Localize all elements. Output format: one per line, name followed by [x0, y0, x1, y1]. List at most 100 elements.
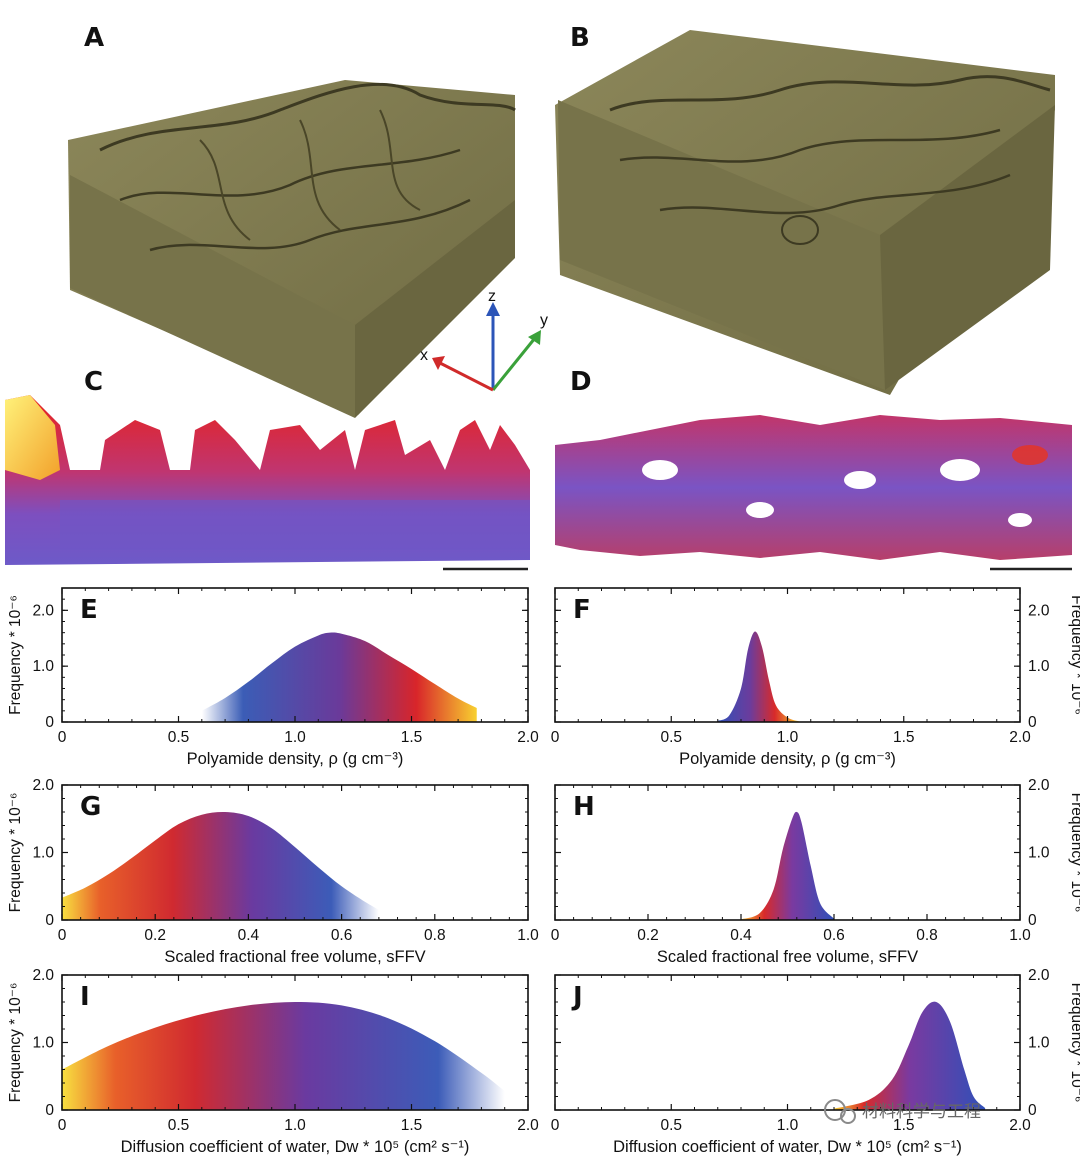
surface-pore	[781, 215, 819, 245]
panel-label-e: E	[80, 595, 98, 625]
block-b-left-face	[558, 100, 885, 390]
y-axis-title: Frequency * 10⁻⁶	[1068, 793, 1080, 913]
y-tick-label: 1.0	[1028, 1035, 1050, 1052]
heatmap-d-void	[1008, 513, 1032, 527]
x-tick-label: 1.5	[401, 1117, 423, 1134]
panel-label-b: B	[570, 23, 590, 53]
y-axis-arrow	[491, 337, 537, 391]
heatmap-c-hotspot	[5, 395, 60, 480]
x-tick-label: 0.5	[168, 729, 190, 746]
y-axis-label: y	[540, 312, 548, 329]
surface-ridge	[619, 128, 1001, 163]
axes-triad: z y x	[420, 288, 548, 392]
x-axis-arrow	[439, 361, 494, 392]
distribution-area-e	[201, 632, 477, 722]
x-tick-label: 1.0	[284, 1117, 306, 1134]
x-tick-label: 1.0	[777, 1117, 799, 1134]
x-tick-label: 0.5	[660, 1117, 682, 1134]
x-tick-label: 0.2	[144, 927, 166, 944]
y-tick-label: 0	[1028, 714, 1037, 731]
panel-label-i: I	[80, 982, 90, 1012]
panel-label-a: A	[84, 23, 104, 53]
x-tick-label: 0.8	[916, 927, 938, 944]
panel-label-c: C	[84, 367, 103, 397]
y-tick-label: 1.0	[1028, 845, 1050, 862]
x-axis-title: Scaled fractional free volume, sFFV	[164, 948, 425, 966]
z-axis-label: z	[488, 288, 496, 305]
x-axis-title: Diffusion coefficient of water, Dw * 10⁵…	[613, 1138, 962, 1156]
panel-label-j: J	[571, 982, 583, 1012]
y-tick-label: 2.0	[32, 967, 54, 984]
surface-ridge	[119, 148, 461, 202]
x-tick-label: 2.0	[517, 729, 539, 746]
block-a-left-face	[70, 175, 355, 418]
x-tick-label: 0	[551, 1117, 560, 1134]
x-tick-label: 1.5	[893, 729, 915, 746]
panel-label-h: H	[573, 792, 595, 822]
surface-ridge	[149, 198, 471, 252]
x-axis-title: Polyamide density, ρ (g cm⁻³)	[187, 750, 404, 768]
y-tick-label: 0	[1028, 1102, 1037, 1119]
panel-label-d: D	[570, 367, 592, 397]
y-tick-label: 2.0	[1028, 602, 1050, 619]
x-tick-label: 1.0	[777, 729, 799, 746]
y-axis-title: Frequency * 10⁻⁶	[1068, 595, 1080, 715]
y-axis-title: Frequency * 10⁻⁶	[7, 983, 24, 1103]
x-tick-label: 0	[58, 729, 67, 746]
y-tick-label: 1.0	[32, 1035, 54, 1052]
x-tick-label: 0.8	[424, 927, 446, 944]
watermark: 材料科学与工程	[824, 1099, 981, 1124]
x-tick-label: 0	[58, 927, 67, 944]
watermark-wechat-icon	[840, 1108, 856, 1124]
y-axis-title: Frequency * 10⁻⁶	[7, 793, 24, 913]
surface-ridge	[99, 82, 516, 152]
surface-ridge	[609, 75, 1051, 112]
panel-c-heatmap: C	[5, 367, 530, 571]
x-tick-label: 2.0	[517, 1117, 539, 1134]
x-tick-label: 0.2	[637, 927, 659, 944]
x-arrow-head	[432, 356, 445, 370]
distribution-area-h	[741, 811, 834, 920]
y-tick-label: 2.0	[32, 602, 54, 619]
y-tick-label: 2.0	[1028, 967, 1050, 984]
y-tick-label: 1.0	[1028, 658, 1050, 675]
y-tick-label: 2.0	[1028, 777, 1050, 794]
distribution-area-j	[834, 1001, 986, 1110]
x-tick-label: 1.0	[1009, 927, 1031, 944]
panel-d-heatmap: D	[555, 367, 1072, 571]
x-tick-label: 0	[551, 927, 560, 944]
heatmap-c-dense-band	[60, 500, 530, 550]
x-tick-label: 1.0	[517, 927, 539, 944]
chart-panel-g: 0 0.2 0.4 0.6 0.8 1.0 0 1.0 2.0 Scaled fractional…	[7, 777, 539, 966]
y-tick-label: 0	[45, 1102, 54, 1119]
heatmap-d-void	[940, 459, 980, 481]
surface-ridge	[199, 109, 421, 241]
x-tick-label: 0.4	[730, 927, 752, 944]
watermark-text: 材料科学与工程	[862, 1102, 981, 1122]
x-tick-label: 0.5	[660, 729, 682, 746]
chart-panel-i: 0 0.5 1.0 1.5 2.0 0 1.0 2.0 Diffusion coefficien…	[7, 967, 539, 1156]
heatmap-d-void	[746, 502, 774, 518]
x-axis-title: Scaled fractional free volume, sFFV	[657, 948, 918, 966]
x-tick-label: 0.6	[823, 927, 845, 944]
x-tick-label: 0.6	[331, 927, 353, 944]
distribution-area-f	[717, 631, 800, 722]
panel-b-render: B	[555, 23, 1055, 395]
z-arrow-head	[486, 302, 500, 316]
x-tick-label: 1.0	[284, 729, 306, 746]
y-tick-label: 2.0	[32, 777, 54, 794]
x-tick-label: 1.5	[401, 729, 423, 746]
y-tick-label: 0	[45, 912, 54, 929]
x-tick-label: 2.0	[1009, 1117, 1031, 1134]
y-tick-label: 0	[45, 714, 54, 731]
y-tick-label: 1.0	[32, 658, 54, 675]
x-tick-label: 0.5	[168, 1117, 190, 1134]
y-tick-label: 1.0	[32, 845, 54, 862]
panel-label-g: G	[80, 792, 101, 822]
x-tick-label: 2.0	[1009, 729, 1031, 746]
